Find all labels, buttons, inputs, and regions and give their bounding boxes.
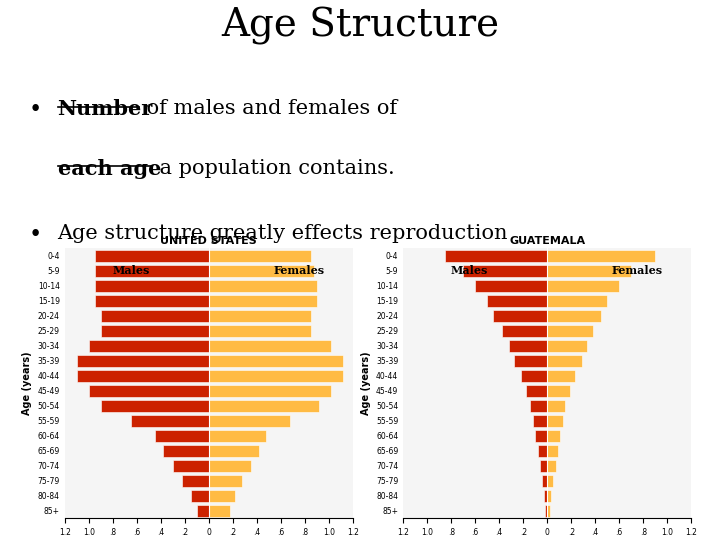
Bar [547,415,563,427]
Bar [209,415,290,427]
Bar [509,340,547,352]
Bar [547,370,575,382]
Bar [89,340,209,352]
Bar [547,400,565,411]
Bar [547,340,587,352]
Bar [95,295,209,307]
Bar [209,280,317,292]
Bar [209,445,259,457]
Bar [547,310,601,322]
Bar [547,250,655,261]
Bar [191,490,209,502]
Bar [526,385,547,396]
Text: a population contains.: a population contains. [153,159,395,178]
Bar [538,445,547,457]
Bar [521,370,547,382]
Bar [547,475,553,487]
Bar [197,505,209,517]
Bar [155,430,209,442]
Bar [487,295,547,307]
Bar [131,415,209,427]
Bar [209,355,343,367]
Bar [209,370,343,382]
Bar [209,385,331,396]
Bar [493,310,547,322]
Bar [535,430,547,442]
Bar [445,250,547,261]
Bar [209,505,230,517]
Bar [209,400,319,411]
Bar [547,280,619,292]
Title: GUATEMALA: GUATEMALA [509,236,585,246]
Text: Females: Females [273,265,325,276]
Bar [89,385,209,396]
Text: Age Structure: Age Structure [221,8,499,45]
Bar [547,295,607,307]
Bar [545,505,547,517]
Bar [77,355,209,367]
Bar [209,490,235,502]
Text: Males: Males [451,265,488,276]
Bar [531,400,547,411]
Bar [475,280,547,292]
Text: Males: Males [112,265,150,276]
Bar [182,475,209,487]
Bar [533,415,547,427]
Bar [547,325,593,336]
Bar [101,400,209,411]
Bar [163,445,209,457]
Bar [547,490,551,502]
Bar [209,430,266,442]
Bar [542,475,547,487]
Bar [544,490,547,502]
Bar [173,460,209,471]
Title: UNITED STATES: UNITED STATES [161,236,257,246]
Bar [209,265,315,276]
Bar [77,370,209,382]
Bar [547,505,549,517]
Text: each age: each age [58,159,161,179]
Text: of males and females of: of males and females of [140,99,397,118]
Bar [463,265,547,276]
Text: •: • [29,99,42,122]
Bar [209,250,311,261]
Bar [209,295,317,307]
Bar [547,430,560,442]
Bar [547,385,570,396]
Text: Females: Females [611,265,663,276]
Bar [95,265,209,276]
Bar [209,325,311,336]
Bar [540,460,547,471]
Bar [95,250,209,261]
Text: •: • [29,224,42,246]
Bar [101,325,209,336]
Bar [209,475,243,487]
Text: Number: Number [58,99,153,119]
Bar [209,310,311,322]
Bar [547,460,556,471]
Y-axis label: Age (years): Age (years) [361,352,371,415]
Bar [513,355,547,367]
Bar [209,340,331,352]
Bar [209,460,251,471]
Bar [101,310,209,322]
Bar [95,280,209,292]
Bar [547,445,558,457]
Bar [502,325,547,336]
Bar [547,355,582,367]
Y-axis label: Age (years): Age (years) [22,352,32,415]
Bar [547,265,631,276]
Text: Age structure greatly effects reproduction: Age structure greatly effects reproducti… [58,224,508,242]
